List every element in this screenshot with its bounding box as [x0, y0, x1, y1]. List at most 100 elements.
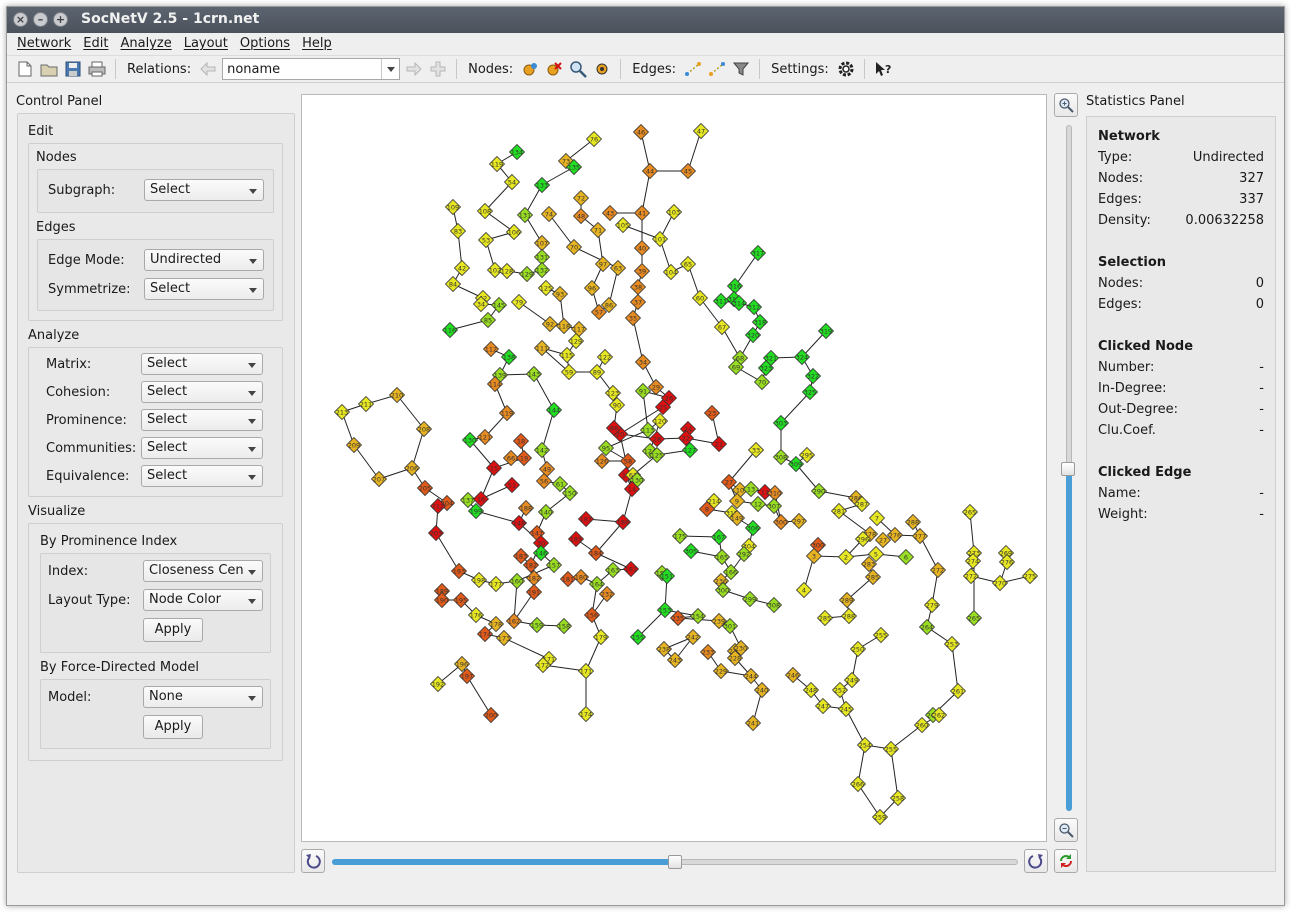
graph-node[interactable]: 150 [561, 484, 579, 502]
graph-node[interactable]: 240 [753, 681, 771, 699]
graph-node[interactable]: 244 [742, 667, 760, 685]
graph-node[interactable]: 70 [565, 238, 583, 256]
graph-edge[interactable] [548, 213, 575, 248]
communities-select[interactable]: Select [141, 437, 263, 459]
graph-node[interactable]: 47 [692, 122, 710, 140]
graph-node[interactable]: 211 [357, 395, 375, 413]
find-node-icon[interactable] [568, 59, 588, 79]
graph-node[interactable]: 319 [817, 322, 835, 340]
graph-node[interactable]: 44 [641, 162, 659, 180]
graph-node[interactable]: 131 [516, 206, 534, 224]
graph-node[interactable]: 5 [867, 545, 885, 563]
apply-prominence-button[interactable]: Apply [143, 618, 203, 642]
cohesion-select[interactable]: Select [141, 381, 263, 403]
open-folder-icon[interactable] [39, 59, 59, 79]
menu-help[interactable]: Help [302, 36, 332, 51]
graph-node[interactable]: 69 [727, 358, 745, 376]
graph-node[interactable]: 159 [528, 616, 546, 634]
graph-node[interactable]: 71 [589, 221, 607, 239]
graph-node[interactable]: 167 [710, 528, 728, 546]
graph-edge[interactable] [484, 181, 513, 212]
graph-node[interactable]: 254 [856, 736, 874, 754]
graph-node[interactable]: 113 [639, 421, 657, 439]
graph-node[interactable]: 259 [871, 808, 889, 826]
graph-node[interactable]: 70 [753, 373, 771, 391]
graph-node[interactable]: 186 [614, 513, 632, 531]
graph-node[interactable]: 21 [710, 435, 728, 453]
graph-node[interactable]: 46 [632, 123, 650, 141]
graph-edge[interactable] [541, 166, 575, 186]
graph-node[interactable]: 84 [444, 275, 462, 293]
graph-node[interactable]: 128 [498, 262, 516, 280]
graph-node[interactable]: 243 [666, 651, 684, 669]
graph-node[interactable]: 179 [592, 628, 610, 646]
prominence-select[interactable]: Select [141, 409, 263, 431]
graph-node[interactable]: 155 [629, 628, 647, 646]
graph-edge[interactable] [734, 252, 759, 287]
graph-node[interactable]: 125 [537, 279, 555, 297]
graph-node[interactable]: 108 [476, 202, 494, 220]
graph-node[interactable]: 92 [541, 315, 559, 333]
reset-view-button[interactable] [1054, 849, 1078, 873]
zoom-slider-handle[interactable] [1061, 462, 1075, 476]
graph-node[interactable]: 265 [961, 503, 979, 521]
graph-node[interactable]: 193 [450, 562, 468, 580]
graph-node[interactable]: 261 [949, 682, 967, 700]
menu-analyze[interactable]: Analyze [120, 36, 172, 51]
graph-node[interactable]: 312 [745, 298, 763, 316]
graph-node[interactable]: 49 [538, 460, 556, 478]
graph-node[interactable]: 61 [551, 475, 569, 493]
graph-node[interactable]: 146 [532, 544, 550, 562]
graph-edge[interactable] [541, 347, 570, 373]
graph-node[interactable]: 90 [608, 396, 626, 414]
graph-node[interactable]: 23 [703, 404, 721, 422]
graph-edge[interactable] [919, 535, 939, 571]
graph-node[interactable]: 138 [500, 348, 518, 366]
graph-node[interactable]: 83 [449, 222, 467, 240]
add-relation-icon[interactable] [428, 59, 448, 79]
graph-node[interactable]: 22 [677, 429, 695, 447]
graph-edge[interactable] [780, 391, 811, 424]
graph-node[interactable]: 48 [572, 207, 590, 225]
graph-node[interactable]: 2 [837, 548, 855, 566]
graph-node[interactable]: 129 [518, 265, 536, 283]
graph-node[interactable]: 4 [795, 581, 813, 599]
graph-edge[interactable] [728, 449, 757, 483]
graph-node[interactable]: 153 [656, 601, 674, 619]
graph-edge[interactable] [466, 675, 492, 716]
graph-node[interactable]: 134 [508, 143, 526, 161]
graph-node[interactable]: 91 [634, 382, 652, 400]
graph-node[interactable]: 35 [624, 309, 642, 327]
graph-node[interactable]: 249 [843, 671, 861, 689]
maximize-window-icon[interactable]: + [53, 12, 68, 27]
graph-node[interactable]: 102 [486, 261, 504, 279]
graph-edge[interactable] [542, 664, 587, 672]
graph-node[interactable]: 6 [897, 548, 915, 566]
graph-node[interactable]: 105 [614, 216, 632, 234]
graph-node[interactable]: 187 [577, 510, 595, 528]
graph-node[interactable]: 270 [991, 574, 1009, 592]
graph-node[interactable]: 250 [849, 640, 867, 658]
graph-node[interactable]: 163 [604, 561, 622, 579]
graph-node[interactable]: 266 [849, 775, 867, 793]
graph-node[interactable]: 289 [838, 591, 856, 609]
graph-node[interactable]: 135 [565, 158, 583, 176]
graph-node[interactable]: 229 [712, 662, 730, 680]
graph-node[interactable]: 188 [517, 499, 535, 517]
graph-canvas[interactable]: 76 46 47 134 119 73 135 44 45 54 133 72 109 108 131 74 4… [301, 94, 1047, 842]
graph-node[interactable]: 185 [567, 530, 585, 548]
graph-node[interactable]: 126 [593, 452, 611, 470]
apply-force-model-button[interactable]: Apply [143, 715, 203, 739]
graph-node[interactable]: 228 [726, 649, 744, 667]
graph-node[interactable]: 19 [515, 449, 533, 467]
graph-node[interactable]: 283 [860, 555, 878, 573]
graph-node[interactable]: 292 [735, 545, 753, 563]
graph-node[interactable]: 129 [567, 332, 585, 350]
graph-node[interactable]: 15 [485, 459, 503, 477]
graph-node[interactable]: 200 [482, 706, 500, 724]
graph-node[interactable]: 112 [482, 340, 500, 358]
graph-node[interactable]: 101 [651, 230, 669, 248]
menu-network[interactable]: Network [17, 36, 72, 51]
graph-node[interactable]: 195 [452, 591, 470, 609]
graph-node[interactable]: 54 [503, 173, 521, 191]
